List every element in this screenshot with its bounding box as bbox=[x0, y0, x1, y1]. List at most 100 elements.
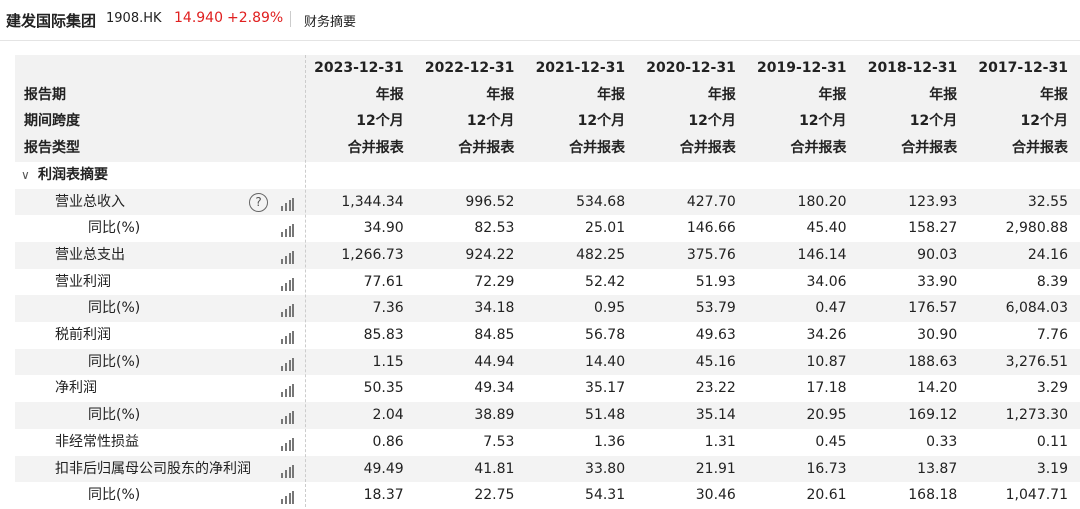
cell-value: 32.55 bbox=[1027, 193, 1068, 210]
cell-value: 169.12 bbox=[908, 407, 958, 424]
company-name: 建发国际集团 bbox=[6, 12, 97, 30]
cell-value: 20.95 bbox=[806, 407, 847, 424]
cell-value: 34.06 bbox=[806, 273, 847, 290]
cell-value: 158.27 bbox=[908, 220, 958, 237]
cell-value: 30.46 bbox=[695, 487, 736, 504]
cell-value: 2020-12-31 bbox=[646, 60, 736, 76]
chart-icon[interactable] bbox=[280, 196, 294, 211]
row-label: 营业利润 bbox=[55, 273, 111, 290]
cell-value: 合并报表 bbox=[347, 140, 404, 157]
chart-icon[interactable] bbox=[280, 222, 294, 238]
cell-value: 49.34 bbox=[474, 380, 515, 397]
row-label: 非经常性损益 bbox=[55, 433, 139, 450]
cell-value: 44.94 bbox=[474, 353, 515, 370]
chart-icon[interactable] bbox=[280, 489, 294, 505]
row-label: 同比(%) bbox=[88, 487, 141, 504]
cell-value: 年报 bbox=[929, 86, 958, 103]
cell-value: 合并报表 bbox=[901, 140, 958, 157]
row-bg bbox=[15, 295, 1080, 322]
row-label: 同比(%) bbox=[88, 407, 141, 424]
chevron[interactable]: ∨ bbox=[21, 167, 30, 182]
cell-value: 0.95 bbox=[593, 300, 626, 317]
row-bg bbox=[15, 348, 1080, 376]
chart-icon[interactable] bbox=[280, 302, 294, 318]
cell-value: 35.14 bbox=[695, 407, 736, 424]
cell-value: 38.89 bbox=[474, 407, 515, 424]
cell-value: 年报 bbox=[707, 86, 736, 103]
cell-value: 7.36 bbox=[372, 300, 404, 317]
cell-value: 2.04 bbox=[372, 407, 404, 424]
cell-value: 2022-12-31 bbox=[424, 60, 515, 76]
cell-value: 2018-12-31 bbox=[867, 60, 958, 76]
chart-icon[interactable] bbox=[280, 382, 294, 398]
help-icon[interactable]: ? bbox=[249, 192, 268, 212]
cell-value: 180.20 bbox=[797, 193, 847, 210]
cell-value: 16.73 bbox=[806, 460, 847, 477]
cell-value: 7.76 bbox=[1036, 327, 1068, 343]
cell-value: 90.03 bbox=[917, 246, 958, 263]
cell-value: 1,047.71 bbox=[1005, 487, 1068, 504]
chart-icon[interactable] bbox=[280, 463, 294, 478]
cell-value: 23.22 bbox=[695, 380, 736, 397]
cell-value: 20.61 bbox=[806, 487, 847, 504]
chart-icon[interactable] bbox=[280, 329, 294, 344]
cell-value: 34.90 bbox=[363, 220, 404, 237]
cell-value: 168.18 bbox=[908, 487, 958, 504]
cell-value: 年报 bbox=[597, 86, 626, 103]
cell-value: 53.79 bbox=[695, 300, 736, 317]
chart-icon[interactable] bbox=[280, 409, 294, 425]
chart-icon[interactable] bbox=[280, 356, 294, 371]
cell-value: 30.90 bbox=[917, 327, 958, 343]
cell-value: 3,276.51 bbox=[1005, 353, 1068, 370]
cell-value: 7.53 bbox=[483, 433, 515, 450]
cell-value: 49.63 bbox=[695, 327, 736, 343]
row-label: 期间跨度 bbox=[24, 113, 80, 130]
cell-value: 427.70 bbox=[686, 193, 736, 210]
row-label: 同比(%) bbox=[88, 220, 141, 237]
cell-value: 年报 bbox=[818, 86, 847, 103]
cell-value: 0.47 bbox=[815, 300, 847, 317]
cell-value: 年报 bbox=[375, 86, 404, 103]
column-divider bbox=[305, 55, 306, 507]
cell-value: 85.83 bbox=[363, 327, 404, 343]
cell-value: 12个月 bbox=[1020, 113, 1068, 130]
chart-icon[interactable] bbox=[280, 436, 294, 451]
cell-value: 84.85 bbox=[474, 327, 515, 343]
chart-icon[interactable] bbox=[280, 276, 294, 291]
tab[interactable]: 财务摘要 bbox=[304, 15, 357, 30]
cell-value: 12个月 bbox=[688, 113, 736, 130]
cell-value: 17.18 bbox=[806, 380, 847, 397]
cell-value: 482.25 bbox=[576, 246, 626, 263]
row-label: 报告期 bbox=[24, 86, 66, 103]
cell-value: 45.16 bbox=[695, 353, 736, 370]
cell-value: 合并报表 bbox=[569, 140, 626, 157]
row-bg bbox=[15, 402, 1080, 429]
change: +2.89% bbox=[227, 10, 284, 26]
chart-icon[interactable] bbox=[280, 249, 294, 264]
cell-value: 51.48 bbox=[585, 407, 626, 424]
cell-value: 18.37 bbox=[363, 487, 404, 504]
cell-value: 375.76 bbox=[686, 246, 736, 263]
cell-value: 22.75 bbox=[474, 487, 515, 504]
section-label: 利润表摘要 bbox=[38, 166, 108, 183]
cell-value: 合并报表 bbox=[679, 140, 736, 157]
row-bg bbox=[15, 188, 1080, 216]
cell-value: 34.18 bbox=[474, 300, 515, 317]
row-label: 营业总收入 bbox=[55, 193, 125, 210]
cell-value: 56.78 bbox=[585, 327, 626, 343]
cell-value: 77.61 bbox=[363, 273, 404, 290]
cell-value: 12个月 bbox=[577, 113, 626, 130]
top-bar: 建发国际集团 1908.HK 14.940 +2.89% 财务摘要 bbox=[0, 0, 1080, 41]
cell-value: 123.93 bbox=[908, 193, 958, 210]
cell-value: 合并报表 bbox=[1011, 140, 1068, 157]
header-bg bbox=[15, 55, 1080, 162]
cell-value: 1,266.73 bbox=[341, 246, 404, 263]
cell-value: 8.39 bbox=[1036, 273, 1068, 290]
cell-value: 33.90 bbox=[917, 273, 958, 290]
cell-value: 2,980.88 bbox=[1005, 220, 1068, 237]
cell-value: 33.80 bbox=[585, 460, 626, 477]
cell-value: 25.01 bbox=[585, 220, 626, 237]
cell-value: 50.35 bbox=[363, 380, 404, 397]
cell-value: 146.66 bbox=[686, 220, 736, 237]
